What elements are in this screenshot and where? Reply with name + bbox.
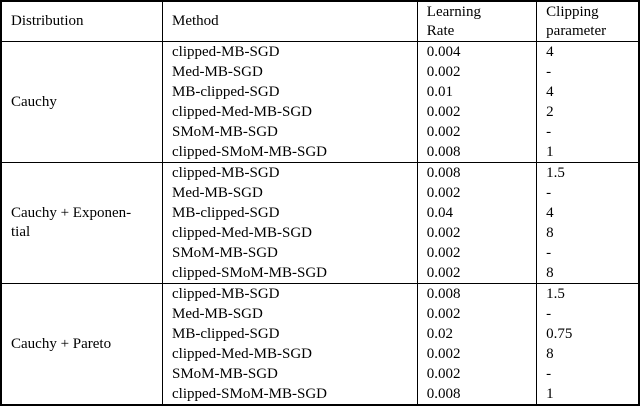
header-clipping-parameter: Clipping parameter [536,1,639,42]
distribution-group: Cauchy + Exponen- tial clipped-MB-SGD 0.00… [1,162,639,284]
table-row: Cauchy + Pareto clipped-MB-SGD 0.008 1.5 [1,283,639,352]
distribution-group: Cauchy + Pareto clipped-MB-SGD 0.008 1.5 Med… [1,283,639,405]
method-cell: clipped-MB-SGD [162,283,418,304]
clipping-parameter-cell: 1.5 [536,162,639,183]
learning-rate-cell: 0.002 [416,243,537,263]
clipping-parameter-cell: - [536,364,639,384]
table-row: MB-clipped-SGD 0.01 4 [1,82,639,102]
table-header-row: Distribution Method Learning Rate Clippi… [1,1,639,42]
learning-rate-cell: 0.004 [416,41,537,62]
clipping-parameter-cell: 1 [536,384,639,405]
table-row: SMoM-MB-SGD 0.002- [1,243,639,263]
learning-rate-cell: 0.002 [416,223,537,243]
method-cell: Med-MB-SGD [162,62,418,82]
table-row: clipped-Med-MB-SGD 0.002 2 [1,102,639,122]
learning-rate-cell: 0.002 [416,344,537,364]
distribution-cell: Cauchy [11,93,57,110]
table-row: clipped-SMoM-MB-SGD 0.002 8 [1,263,639,284]
table-row: Med-MB-SGD 0.002- [1,183,639,203]
table-row: clipped-Med-MB-SGD 0.002 8 [1,344,639,364]
method-cell: clipped-Med-MB-SGD [162,102,418,122]
learning-rate-cell: 0.002 [416,263,537,284]
method-cell: MB-clipped-SGD [162,203,418,223]
method-cell: MB-clipped-SGD [162,324,418,344]
learning-rate-cell: 0.002 [416,183,537,203]
method-cell: clipped-SMoM-MB-SGD [162,263,418,284]
table-row: Cauchy clipped-MB-SGD 0.004 4 [1,41,639,110]
clipping-parameter-cell: 8 [536,344,639,364]
header-learning-rate: Learning Rate [416,1,537,42]
table-row: Cauchy + Exponen- tial clipped-MB-SGD 0.00… [1,162,639,240]
header-distribution: Distribution [1,1,163,42]
method-cell: clipped-Med-MB-SGD [162,344,418,364]
learning-rate-cell: 0.002 [416,304,537,324]
distribution-group: Cauchy clipped-MB-SGD 0.004 4 Med-MB-SGD 0.00… [1,41,639,163]
distribution-cell: Cauchy + Exponen- tial [11,205,132,240]
clipping-parameter-cell: 1.5 [536,283,639,304]
clipping-parameter-cell: - [536,183,639,203]
table-row: Med-MB-SGD 0.002- [1,62,639,82]
learning-rate-cell: 0.008 [416,142,537,163]
clipping-parameter-cell: 4 [536,203,639,223]
method-cell: MB-clipped-SGD [162,82,418,102]
method-cell: SMoM-MB-SGD [162,364,418,384]
learning-rate-cell: 0.002 [416,62,537,82]
method-cell: clipped-SMoM-MB-SGD [162,384,418,405]
table-row: Med-MB-SGD 0.002- [1,304,639,324]
table-row: SMoM-MB-SGD 0.002- [1,364,639,384]
clipping-parameter-cell: 4 [536,41,639,62]
learning-rate-cell: 0.02 [416,324,537,344]
table-row: SMoM-MB-SGD 0.002- [1,122,639,142]
method-cell: clipped-MB-SGD [162,162,418,183]
learning-rate-cell: 0.04 [416,203,537,223]
method-cell: Med-MB-SGD [162,183,418,203]
table-row: MB-clipped-SGD 0.02 0.75 [1,324,639,344]
learning-rate-cell: 0.002 [416,364,537,384]
clipping-parameter-cell: 2 [536,102,639,122]
table-row: clipped-SMoM-MB-SGD 0.008 1 [1,142,639,163]
header-method: Method [162,1,418,42]
clipping-parameter-cell: 0.75 [536,324,639,344]
method-cell: SMoM-MB-SGD [162,243,418,263]
clipping-parameter-cell: - [536,122,639,142]
clipping-parameter-cell: 8 [536,223,639,243]
table-row: MB-clipped-SGD 0.04 4 [1,203,639,223]
method-cell: clipped-MB-SGD [162,41,418,62]
clipping-parameter-cell: 4 [536,82,639,102]
learning-rate-cell: 0.002 [416,122,537,142]
table-row: clipped-SMoM-MB-SGD 0.008 1 [1,384,639,405]
learning-rate-cell: 0.008 [416,162,537,183]
table-row: clipped-Med-MB-SGD 0.002 8 [1,223,639,243]
method-cell: SMoM-MB-SGD [162,122,418,142]
learning-rate-cell: 0.008 [416,283,537,304]
method-cell: Med-MB-SGD [162,304,418,324]
method-cell: clipped-SMoM-MB-SGD [162,142,418,163]
learning-rate-cell: 0.01 [416,82,537,102]
distribution-cell: Cauchy + Pareto [11,335,112,352]
clipping-parameter-cell: - [536,304,639,324]
clipping-parameter-cell: 8 [536,263,639,284]
clipping-parameter-cell: 1 [536,142,639,163]
method-cell: clipped-Med-MB-SGD [162,223,418,243]
learning-rate-cell: 0.002 [416,102,537,122]
clipping-parameter-cell: - [536,62,639,82]
clipping-parameter-cell: - [536,243,639,263]
learning-rate-cell: 0.008 [416,384,537,405]
